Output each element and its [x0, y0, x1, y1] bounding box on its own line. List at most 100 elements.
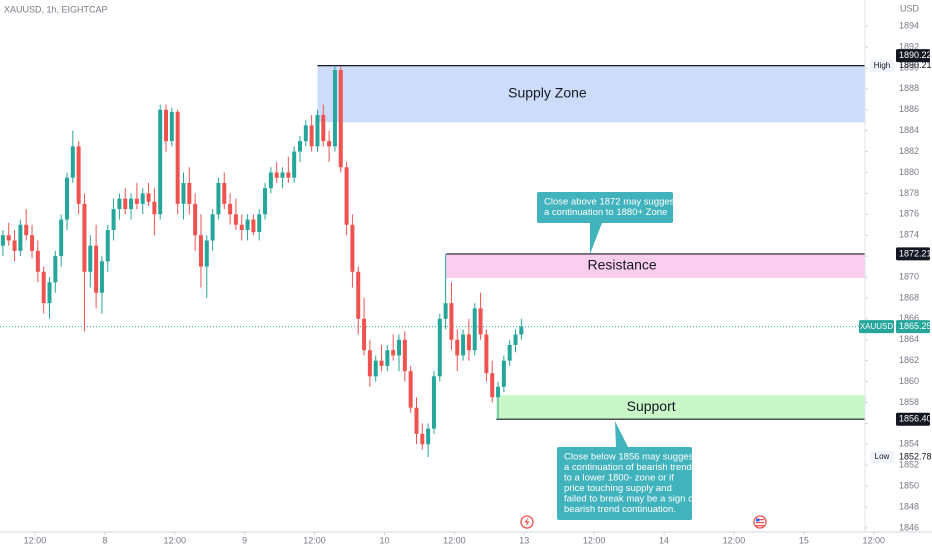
y-tick-label: 1874 [899, 230, 919, 240]
candle-body [496, 386, 501, 398]
events-icon[interactable] [520, 515, 534, 529]
candle-body [41, 271, 46, 304]
candle-body [280, 172, 285, 178]
callout-text: to a lower 1800- zone or if [564, 473, 674, 484]
candle-body [519, 326, 524, 335]
candle-body [391, 350, 396, 356]
y-tick-label: 1846 [899, 522, 919, 532]
candle-body [431, 376, 436, 429]
candle-body [134, 198, 139, 204]
high_mark-value: 1890.21 [899, 60, 932, 70]
candle-body [385, 350, 390, 366]
candle-body [30, 235, 35, 251]
candle-body [443, 303, 448, 319]
candle-body [466, 334, 471, 351]
candle-body [297, 141, 302, 152]
candle-body [309, 125, 314, 147]
zone [317, 65, 865, 123]
level-label: 1890.22 [899, 50, 932, 60]
candle-body [472, 308, 477, 351]
x-tick-label: 9 [242, 535, 247, 545]
y-tick-label: 1848 [899, 501, 919, 511]
y-tick-label: 1866 [899, 313, 919, 323]
candle-body [426, 428, 431, 445]
candle-body [228, 203, 233, 215]
x-tick-label: 12:00 [303, 535, 326, 545]
candle-body [35, 250, 40, 272]
candle-body [245, 219, 250, 230]
candle-body [501, 360, 506, 387]
candle-body [239, 224, 244, 230]
candle-body [47, 282, 52, 304]
y-tick-label: 1886 [899, 104, 919, 114]
candle-body [408, 371, 413, 408]
chart-title: XAUUSD, 1h, EIGHTCAP [4, 4, 108, 14]
y-tick-label: 1878 [899, 188, 919, 198]
x-tick-label: 13 [519, 535, 529, 545]
y-tick-label: 1888 [899, 83, 919, 93]
candle-body [123, 198, 128, 210]
y-tick-label: 1854 [899, 439, 919, 449]
candle-body [222, 182, 227, 204]
candle-body [59, 219, 64, 257]
candle-body [356, 271, 361, 319]
candle-body [111, 209, 116, 230]
flag-icon[interactable] [753, 515, 767, 529]
y-tick-label: 1894 [899, 21, 919, 31]
x-tick-label: 12:00 [163, 535, 186, 545]
high_mark-name: High [874, 61, 890, 70]
x-tick-label: 10 [379, 535, 389, 545]
candle-body [327, 141, 332, 147]
candle-body [507, 344, 512, 361]
x-tick-label: 12:00 [723, 535, 746, 545]
candle-body [181, 182, 186, 204]
zone [446, 253, 865, 279]
callout-text: a continuation to 1880+ Zone [544, 207, 667, 218]
x-tick-label: 15 [799, 535, 809, 545]
candle-body [397, 339, 402, 356]
y-tick-label: 1892 [899, 41, 919, 51]
candle-body [263, 188, 268, 215]
candle-body [88, 245, 93, 272]
candle-body [490, 373, 495, 398]
x-tick-label: 12:00 [443, 535, 466, 545]
candle-body [350, 224, 355, 272]
x-tick-label: 12:00 [862, 535, 885, 545]
candle-body [12, 240, 17, 251]
candle-body [64, 177, 69, 220]
candle-body [6, 235, 11, 241]
candle-body [461, 334, 466, 356]
zone-label: Support [627, 398, 676, 414]
candle-body [24, 224, 29, 236]
y-tick-label: 1868 [899, 292, 919, 302]
x-tick-label: 12:00 [24, 535, 47, 545]
y-tick-label: 1882 [899, 146, 919, 156]
candle-body [268, 172, 273, 189]
candle-body [233, 214, 238, 225]
level-tag [896, 412, 930, 426]
level-label: 1872.21 [899, 248, 932, 258]
candle-body [140, 193, 145, 204]
callout-text: failed to break may be a sign of [564, 494, 696, 505]
candle-body [449, 303, 454, 340]
y-tick-label: 1876 [899, 209, 919, 219]
candle-body [158, 109, 163, 215]
y-tick-label: 1860 [899, 376, 919, 386]
level-label: 1856.40 [899, 414, 932, 424]
candle-body [105, 229, 110, 262]
y-tick-label: 1852 [899, 460, 919, 470]
candle-body [53, 256, 58, 283]
candle-body [0, 235, 5, 246]
callout-text: a continuation of bearish trend [564, 462, 692, 473]
candle-body [204, 240, 209, 267]
y-tick-label: 1884 [899, 125, 919, 135]
x-tick-label: 12:00 [583, 535, 606, 545]
candle-body [420, 433, 425, 445]
candle-body [437, 318, 442, 377]
high_mark-badge [870, 59, 894, 72]
candle-body [373, 360, 378, 377]
callout-text: price touching supply and [564, 483, 672, 494]
candle-body [187, 182, 192, 204]
candle-body [402, 339, 407, 372]
